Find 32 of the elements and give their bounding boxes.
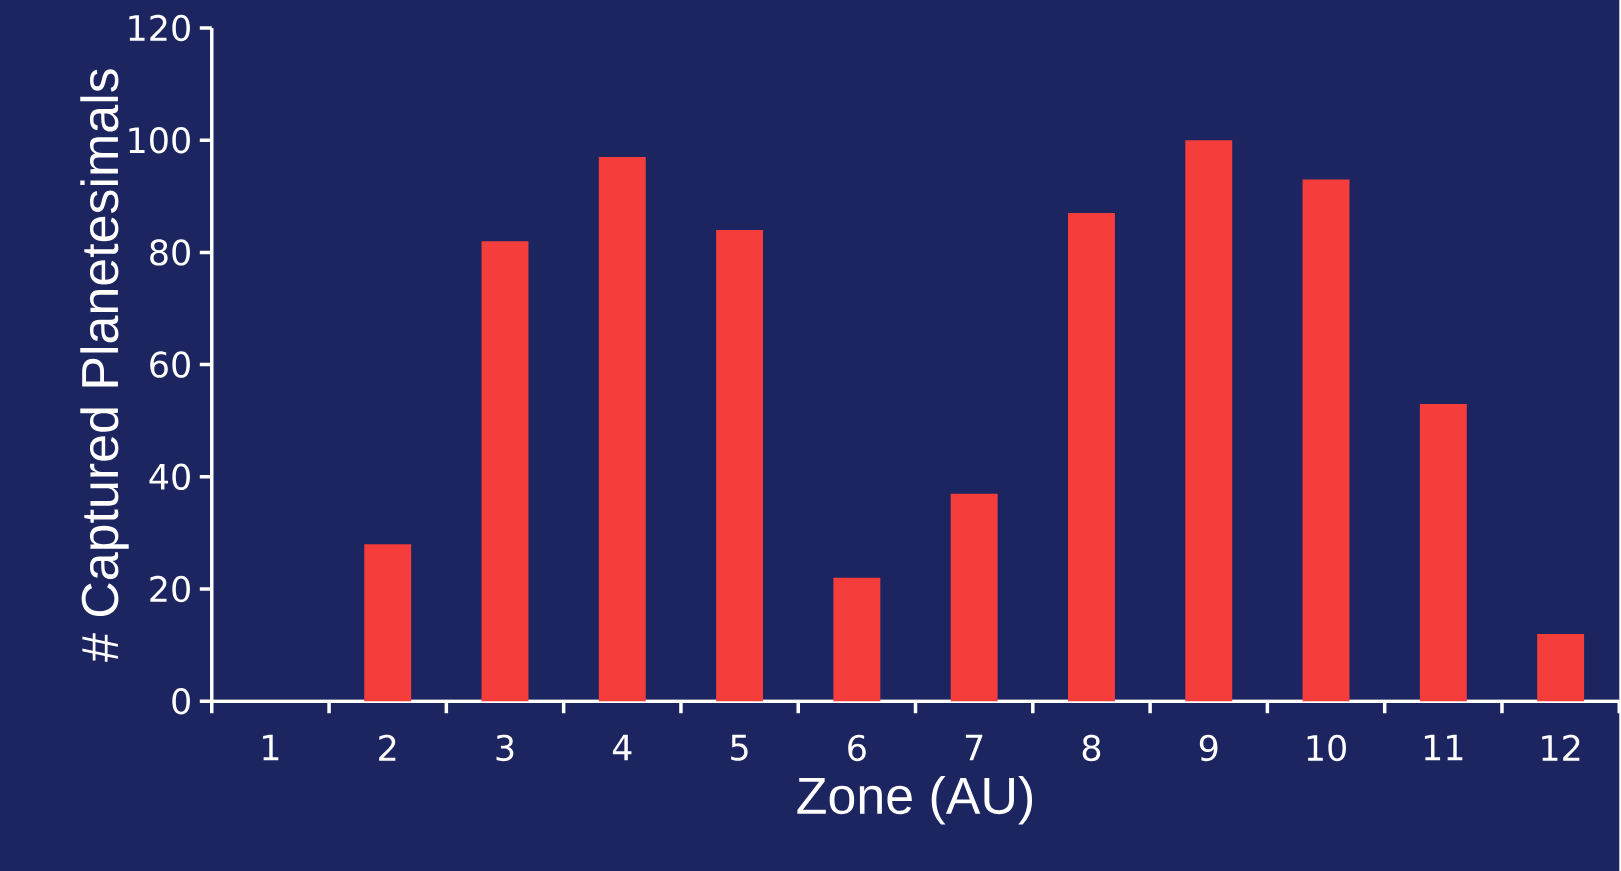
bar (950, 493, 998, 702)
x-tick-label: 3 (496, 734, 514, 762)
bar (1068, 213, 1115, 702)
x-tick-label: 2 (379, 734, 396, 761)
bar (481, 241, 529, 702)
bar (1302, 179, 1350, 702)
bar (833, 577, 881, 702)
x-tick-label: 7 (965, 734, 983, 761)
y-tick-label: 20 (150, 575, 190, 603)
bar (1537, 633, 1585, 702)
x-tick-label: 9 (1199, 734, 1218, 762)
x-tick-label: 12 (1542, 734, 1580, 761)
y-tick-label: 120 (129, 14, 190, 42)
x-tick-label: 8 (1082, 734, 1101, 762)
bar (364, 544, 412, 702)
y-axis-title: # Captured Planetesimals (80, 69, 129, 662)
y-tick-label: 60 (150, 351, 190, 378)
y-tick-label: 40 (149, 463, 190, 491)
y-tick-label: 80 (150, 239, 190, 266)
bar (1185, 140, 1233, 702)
bar (1419, 403, 1467, 702)
x-tick-label: 5 (731, 734, 748, 761)
x-tick-label: 1 (263, 734, 279, 761)
y-tick-label: 100 (129, 126, 190, 154)
x-axis-title: Zone (AU) (797, 775, 1033, 825)
bar (598, 156, 646, 702)
x-tick-label: 11 (1424, 734, 1463, 761)
x-tick-label: 6 (848, 734, 866, 762)
x-tick-label: 4 (612, 734, 632, 761)
y-tick-label: 0 (172, 687, 190, 715)
bar (716, 229, 764, 702)
x-tick-label: 10 (1307, 734, 1346, 762)
